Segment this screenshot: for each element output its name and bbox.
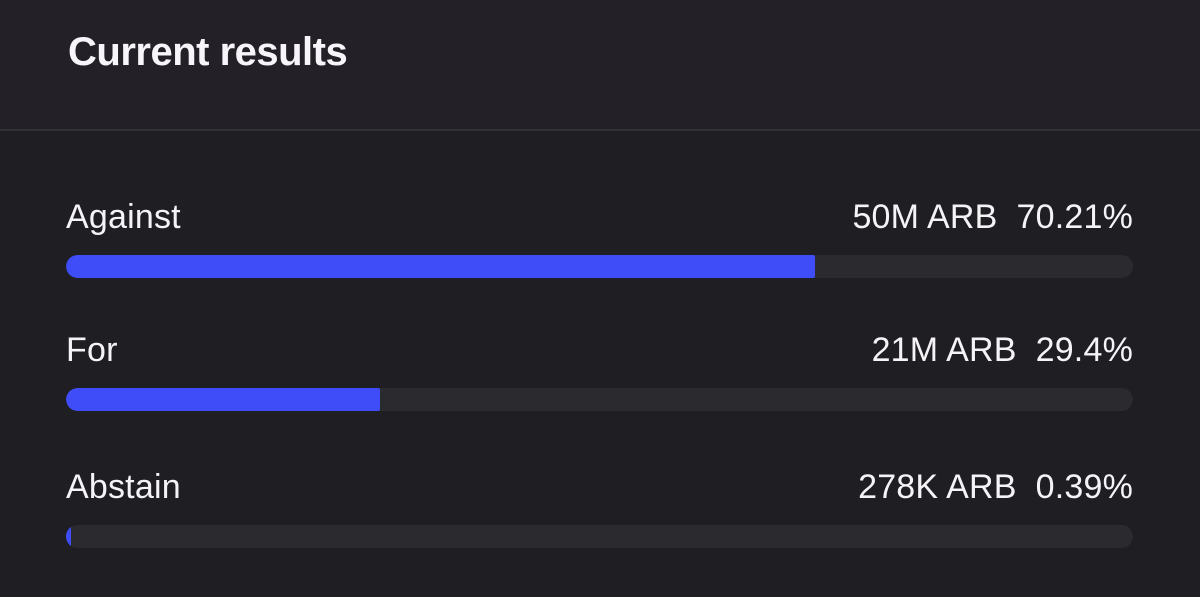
row-header: Abstain 278K ARB 0.39% (66, 467, 1133, 508)
vote-amount: 21M ARB (871, 331, 1017, 369)
vote-percent: 70.21% (1016, 198, 1133, 236)
progress-fill (66, 525, 71, 548)
results-header: Current results (0, 0, 1200, 129)
progress-track (66, 388, 1133, 411)
result-row-for: For 21M ARB 29.4% (66, 330, 1133, 411)
option-label: Abstain (66, 468, 181, 506)
option-label: Against (66, 198, 181, 236)
row-header: Against 50M ARB 70.21% (66, 197, 1133, 238)
header-divider (0, 129, 1200, 131)
result-row-against: Against 50M ARB 70.21% (66, 197, 1133, 278)
row-values: 278K ARB 0.39% (858, 467, 1133, 508)
progress-track (66, 255, 1133, 278)
result-row-abstain: Abstain 278K ARB 0.39% (66, 467, 1133, 548)
results-list: Against 50M ARB 70.21% For 21M ARB 29.4% (0, 131, 1200, 597)
progress-fill (66, 388, 380, 411)
row-values: 21M ARB 29.4% (872, 330, 1133, 371)
vote-percent: 0.39% (1035, 468, 1133, 506)
vote-percent: 29.4% (1035, 331, 1133, 369)
row-values: 50M ARB 70.21% (852, 197, 1133, 238)
vote-amount: 50M ARB (852, 198, 998, 236)
progress-track (66, 525, 1133, 548)
page-title: Current results (68, 30, 348, 74)
row-header: For 21M ARB 29.4% (66, 330, 1133, 371)
progress-fill (66, 255, 816, 278)
vote-amount: 278K ARB (858, 468, 1017, 506)
option-label: For (66, 331, 118, 369)
